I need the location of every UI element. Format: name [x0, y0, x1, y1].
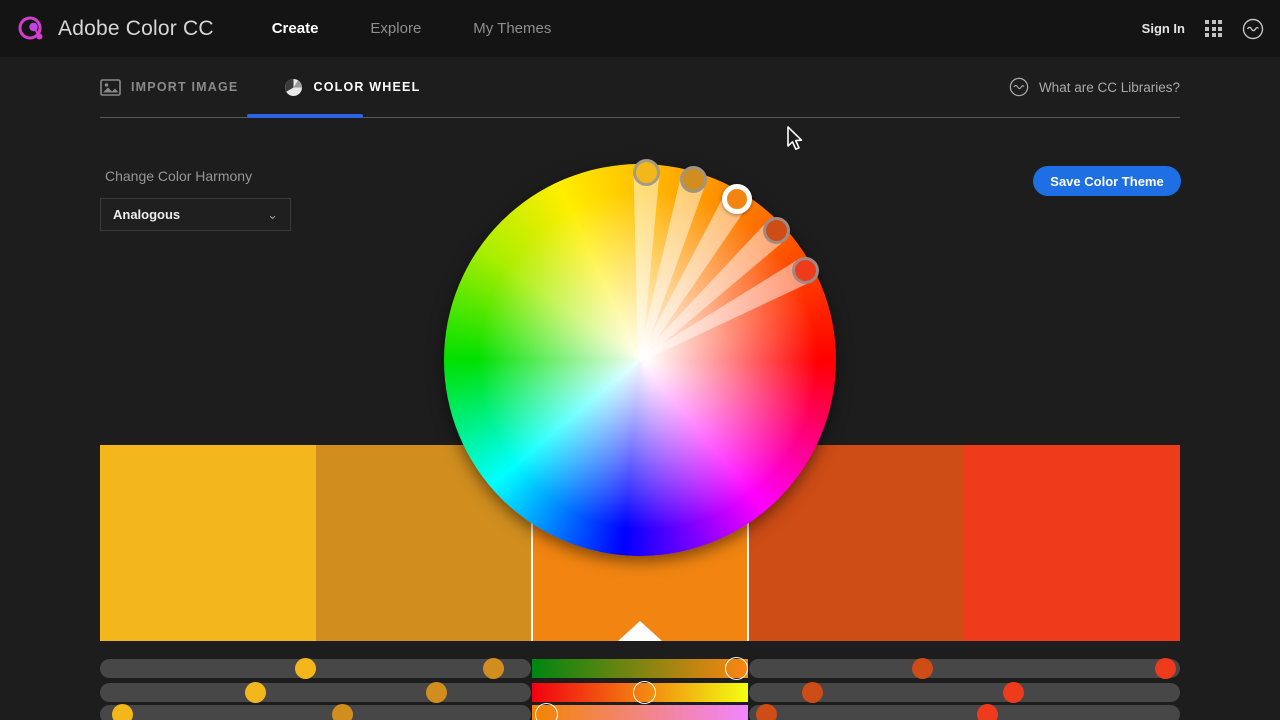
slider-dot[interactable]	[911, 658, 933, 679]
slider-dot[interactable]	[244, 682, 266, 703]
slider-track[interactable]	[100, 683, 531, 702]
slider-row-r	[100, 657, 1180, 680]
top-bar: Adobe Color CC Create Explore My Themes …	[0, 0, 1280, 57]
color-wheel[interactable]	[444, 158, 836, 556]
color-wheel-icon	[285, 78, 303, 96]
wheel-handle[interactable]	[679, 166, 707, 194]
harmony-label: Change Color Harmony	[105, 168, 253, 184]
slider-dot[interactable]	[112, 704, 134, 720]
slider-dot[interactable]	[331, 704, 353, 720]
nav-my-themes[interactable]: My Themes	[473, 20, 552, 37]
sign-in-link[interactable]: Sign In	[1141, 21, 1185, 36]
slider-dot[interactable]	[425, 682, 447, 703]
tab-color-wheel[interactable]: COLOR WHEEL	[284, 78, 420, 97]
slider-row-g	[100, 681, 1180, 704]
harmony-selected-value: Analogous	[113, 207, 181, 222]
slider-track[interactable]	[749, 705, 1180, 720]
apps-grid-icon[interactable]	[1205, 20, 1222, 37]
slider-track[interactable]	[749, 683, 1180, 702]
subnav-divider	[100, 117, 1180, 118]
slider-dot[interactable]	[801, 682, 823, 703]
gradient-slider-handle[interactable]	[534, 703, 558, 720]
mouse-cursor	[787, 126, 803, 150]
tab-color-wheel-label: COLOR WHEEL	[313, 80, 421, 94]
gradient-slider-handle[interactable]	[725, 657, 749, 680]
slider-dot[interactable]	[295, 658, 317, 679]
cc-libraries-link-label: What are CC Libraries?	[1038, 79, 1180, 95]
slider-dot[interactable]	[977, 704, 999, 720]
swatch-5[interactable]	[964, 445, 1180, 641]
swatch-1[interactable]	[100, 445, 316, 641]
slider-row-b	[100, 703, 1180, 720]
wheel-handle[interactable]	[762, 217, 790, 245]
nav-explore[interactable]: Explore	[370, 20, 422, 37]
gradient-slider-handle[interactable]	[633, 681, 657, 704]
tab-import-image[interactable]: IMPORT IMAGE	[100, 78, 239, 96]
slider-dot[interactable]	[1003, 682, 1025, 703]
wheel-handle[interactable]	[633, 158, 661, 186]
harmony-rays	[633, 171, 812, 362]
top-nav: Create Explore My Themes	[272, 20, 552, 37]
creative-cloud-icon[interactable]	[1242, 18, 1264, 40]
slider-track[interactable]	[749, 659, 1180, 678]
nav-create[interactable]: Create	[271, 20, 319, 37]
slider-dot[interactable]	[1155, 658, 1177, 679]
slider-track[interactable]	[100, 705, 531, 720]
cc-libraries-link[interactable]: What are CC Libraries?	[1009, 57, 1180, 117]
tab-import-image-label: IMPORT IMAGE	[131, 80, 239, 94]
adobe-color-logo-icon[interactable]	[14, 12, 48, 46]
chevron-down-icon: ⌄	[267, 206, 278, 222]
sub-nav: IMPORT IMAGE COLOR WHEEL What are CC Lib…	[0, 57, 1280, 118]
slider-dot[interactable]	[482, 658, 504, 679]
selected-swatch-right-line	[747, 523, 749, 641]
selected-swatch-pointer	[618, 621, 662, 641]
slider-track[interactable]	[532, 705, 748, 720]
harmony-dropdown[interactable]: Analogous ⌄	[100, 198, 291, 231]
creative-cloud-small-icon	[1009, 77, 1029, 97]
slider-dot[interactable]	[756, 704, 778, 720]
slider-track[interactable]	[532, 659, 748, 678]
wheel-handle[interactable]	[791, 256, 819, 284]
app-title: Adobe Color CC	[58, 16, 214, 40]
selected-swatch-left-line	[531, 523, 533, 641]
active-tab-underline	[247, 114, 363, 118]
image-icon	[100, 78, 121, 96]
wheel-handle-active[interactable]	[721, 183, 752, 214]
save-color-theme-button[interactable]: Save Color Theme	[1033, 166, 1181, 196]
